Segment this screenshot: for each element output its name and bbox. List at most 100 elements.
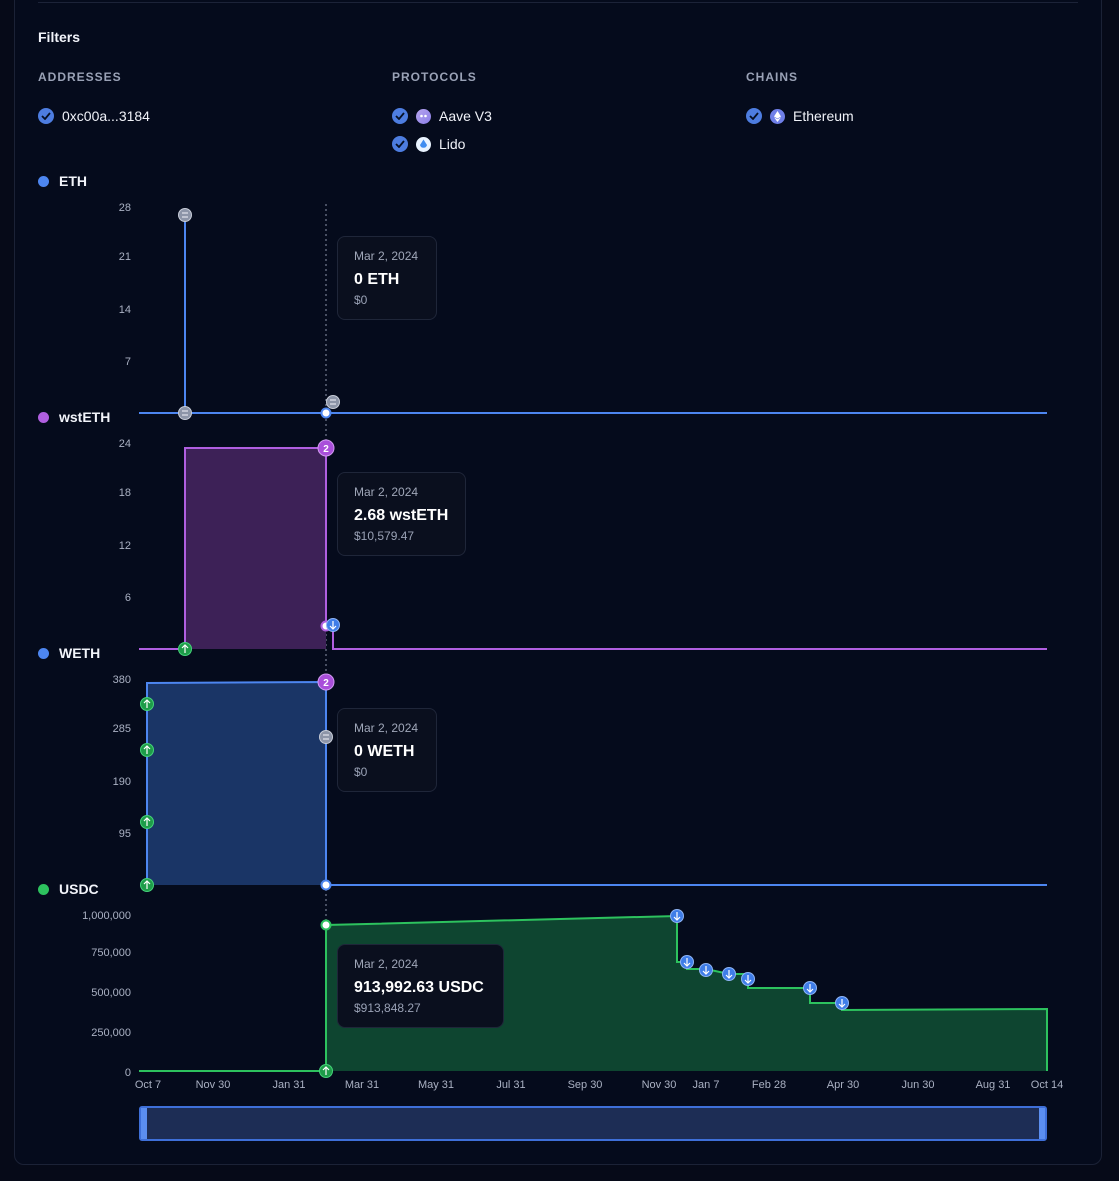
checkmark-icon[interactable] (746, 108, 762, 124)
withdraw-marker-icon[interactable] (803, 981, 817, 995)
usdc-tooltip: Mar 2, 2024 913,992.63 USDC $913,848.27 (337, 944, 504, 1028)
series-name: ETH (59, 173, 87, 189)
x-tick: Sep 30 (568, 1079, 603, 1091)
chain-label: Ethereum (793, 108, 854, 124)
wsteth-series-line (139, 447, 1047, 650)
badge-count: 2 (323, 444, 329, 455)
series-dot (38, 411, 49, 423)
series-label-eth: ETH (38, 173, 87, 189)
weth-markers: 2 (140, 673, 335, 892)
wsteth-tooltip: Mar 2, 2024 2.68 wstETH $10,579.47 (337, 472, 466, 556)
ethereum-icon (770, 108, 785, 124)
tooltip-date: Mar 2, 2024 (354, 721, 419, 735)
checkmark-icon[interactable] (38, 108, 54, 124)
tooltip-usd: $913,848.27 (354, 1001, 421, 1015)
y-tick: 750,000 (91, 947, 131, 959)
protocols-filter: PROTOCOLS Aave V3 Lido (392, 70, 492, 158)
deposit-marker-icon[interactable] (140, 697, 154, 711)
wsteth-markers: 2 (178, 439, 340, 656)
x-tick: Mar 31 (345, 1079, 379, 1091)
series-dot (38, 175, 49, 187)
series-label-usdc: USDC (38, 881, 99, 897)
range-scroller[interactable] (139, 1106, 1047, 1141)
y-tick: 12 (119, 540, 131, 552)
withdraw-marker-icon[interactable] (722, 967, 736, 981)
wsteth-series-area (185, 448, 326, 649)
range-handle-right[interactable] (1039, 1108, 1045, 1139)
protocol-item-lido[interactable]: Lido (392, 130, 492, 158)
x-tick: Oct 7 (135, 1079, 161, 1091)
y-tick: 7 (125, 356, 131, 368)
badge-count: 2 (323, 678, 329, 689)
y-tick: 6 (125, 592, 131, 604)
transfer-marker-icon[interactable] (326, 395, 340, 409)
series-dot (38, 647, 49, 659)
protocol-item-aave[interactable]: Aave V3 (392, 102, 492, 130)
withdraw-marker-icon[interactable] (326, 618, 340, 632)
withdraw-marker-icon[interactable] (741, 972, 755, 986)
x-tick: Feb 28 (752, 1079, 786, 1091)
y-tick: 24 (119, 438, 131, 450)
tooltip-value: 0 ETH (354, 271, 400, 288)
series-label-wsteth: wstETH (38, 409, 110, 425)
checkmark-icon[interactable] (392, 136, 408, 152)
usdc-series-area (326, 916, 1047, 1071)
y-tick: 250,000 (91, 1027, 131, 1039)
x-tick: May 31 (418, 1079, 454, 1091)
range-handle-left[interactable] (141, 1108, 147, 1139)
usdc-markers (319, 909, 849, 1078)
y-tick: 95 (119, 828, 131, 840)
deposit-marker-icon[interactable] (319, 1064, 333, 1078)
transfer-marker-icon[interactable] (319, 730, 333, 744)
y-tick: 190 (113, 776, 131, 788)
checkmark-icon[interactable] (392, 108, 408, 124)
protocol-label: Aave V3 (439, 108, 492, 124)
series-name: WETH (59, 645, 101, 661)
count-badge-icon[interactable]: 2 (317, 673, 335, 691)
tooltip-date: Mar 2, 2024 (354, 485, 419, 499)
address-label: 0xc00a...3184 (62, 108, 150, 124)
deposit-marker-icon[interactable] (140, 743, 154, 757)
divider (38, 2, 1078, 3)
tooltip-date: Mar 2, 2024 (354, 249, 419, 263)
x-tick: Jul 31 (496, 1079, 525, 1091)
y-tick: 1,000,000 (82, 910, 131, 922)
tooltip-usd: $0 (354, 765, 368, 779)
weth-series-area (147, 682, 326, 885)
hover-point (320, 407, 332, 419)
y-tick: 380 (113, 674, 131, 686)
x-tick: Apr 30 (827, 1079, 859, 1091)
transfer-marker-icon[interactable] (178, 406, 192, 420)
series-label-weth: WETH (38, 645, 100, 661)
withdraw-marker-icon[interactable] (835, 996, 849, 1010)
y-tick: 285 (113, 723, 131, 735)
x-tick: Jun 30 (901, 1079, 934, 1091)
eth-markers (178, 208, 340, 420)
x-tick: Oct 14 (1031, 1079, 1063, 1091)
chain-item-ethereum[interactable]: Ethereum (746, 102, 854, 130)
tooltip-value: 913,992.63 USDC (354, 979, 484, 996)
count-badge-icon[interactable]: 2 (317, 439, 335, 457)
address-item[interactable]: 0xc00a...3184 (38, 102, 150, 130)
filters-title: Filters (38, 29, 81, 45)
tooltip-usd: $0 (354, 293, 368, 307)
protocols-header: PROTOCOLS (392, 70, 477, 84)
y-tick: 0 (125, 1067, 131, 1079)
withdraw-marker-icon[interactable] (680, 955, 694, 969)
y-tick: 21 (119, 251, 131, 263)
withdraw-marker-icon[interactable] (670, 909, 684, 923)
series-name: USDC (59, 881, 99, 897)
deposit-marker-icon[interactable] (140, 878, 154, 892)
deposit-marker-icon[interactable] (178, 642, 192, 656)
y-tick: 500,000 (91, 987, 131, 999)
tooltip-value: 2.68 wstETH (354, 507, 449, 524)
addresses-header: ADDRESSES (38, 70, 122, 84)
x-tick: Jan 7 (693, 1079, 720, 1091)
tooltip-date: Mar 2, 2024 (354, 957, 419, 971)
transfer-marker-icon[interactable] (178, 208, 192, 222)
withdraw-marker-icon[interactable] (699, 963, 713, 977)
weth-tooltip: Mar 2, 2024 0 WETH $0 (337, 708, 437, 792)
chains-header: CHAINS (746, 70, 799, 84)
deposit-marker-icon[interactable] (140, 815, 154, 829)
